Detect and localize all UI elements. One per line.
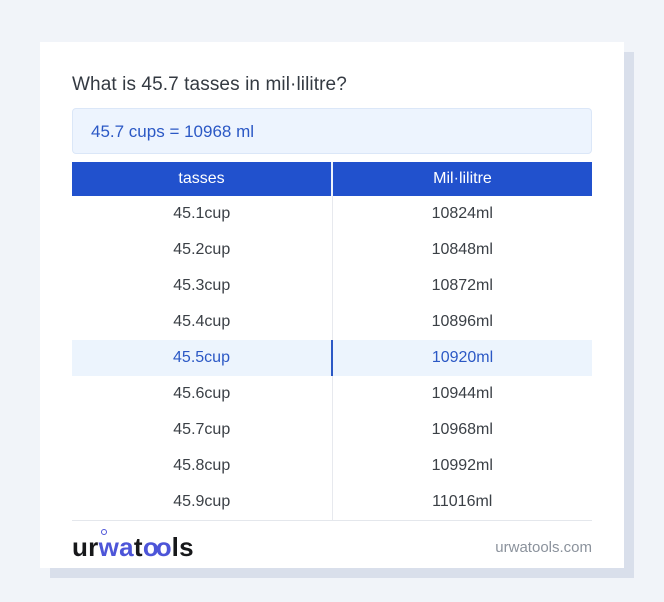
table-row[interactable]: 45.3cup 10872ml [72,268,592,304]
cups-cell: 45.7cup [72,412,333,448]
table-row[interactable]: 45.7cup 10968ml [72,412,592,448]
logo-glasses-oo: oo [142,532,172,562]
site-url: urwatools.com [495,538,592,556]
table-row[interactable]: 45.4cup 10896ml [72,304,592,340]
ml-cell: 10824ml [431,205,493,222]
cups-cell: 45.6cup [72,376,333,412]
ml-cell: 11016ml [332,484,592,521]
column-header-tasses: tasses [72,162,333,196]
card-footer: urwatoo ls urwatools.com [72,530,592,564]
ml-cell: 10848ml [431,241,493,258]
table-row[interactable]: 45.9cup 11016ml [72,484,592,521]
cups-cell: 45.3cup [72,268,333,304]
page-title: What is 45.7 tasses in mil·lilitre? [72,74,347,95]
ml-cell: 10872ml [431,277,493,294]
cups-cell: 45.5cup [72,340,333,376]
logo-part: ur [72,532,99,562]
ml-cell: 10896ml [431,313,493,330]
cups-cell: 45.4cup [72,304,333,340]
conversion-result-text: 45.7 cups = 10968 ml [91,122,255,141]
ml-cell: 10992ml [431,457,493,474]
table-row[interactable]: 45.6cup 10944ml [72,376,592,412]
cups-cell: 45.2cup [72,232,333,268]
conversion-result-box: 45.7 cups = 10968 ml [72,108,592,154]
table-row[interactable]: 45.2cup 10848ml [72,232,592,268]
logo-part: wa [98,532,134,562]
conversion-table: tasses Mil·lilitre 45.1cup 10824ml 45.2c… [72,162,592,521]
column-header-millilitre: Mil·lilitre [332,162,592,196]
ml-cell: 10944ml [431,385,493,402]
table-row[interactable]: 45.8cup 10992ml [72,448,592,484]
ml-cell: 10968ml [431,421,493,438]
table-header-row: tasses Mil·lilitre [72,162,592,196]
ml-cell: 10920ml [332,340,592,376]
table-row-active[interactable]: 45.5cup 10920ml [72,340,592,376]
logo-part: t [133,532,143,562]
urwatools-logo[interactable]: urwatoo ls [72,534,194,560]
cups-cell: 45.8cup [72,448,333,484]
conversion-card: What is 45.7 tasses in mil·lilitre? 45.7… [40,42,624,568]
cups-cell: 45.9cup [72,484,333,521]
table-row[interactable]: 45.1cup 10824ml [72,196,592,232]
cups-cell: 45.1cup [72,196,333,232]
logo-part: ls [171,532,194,562]
